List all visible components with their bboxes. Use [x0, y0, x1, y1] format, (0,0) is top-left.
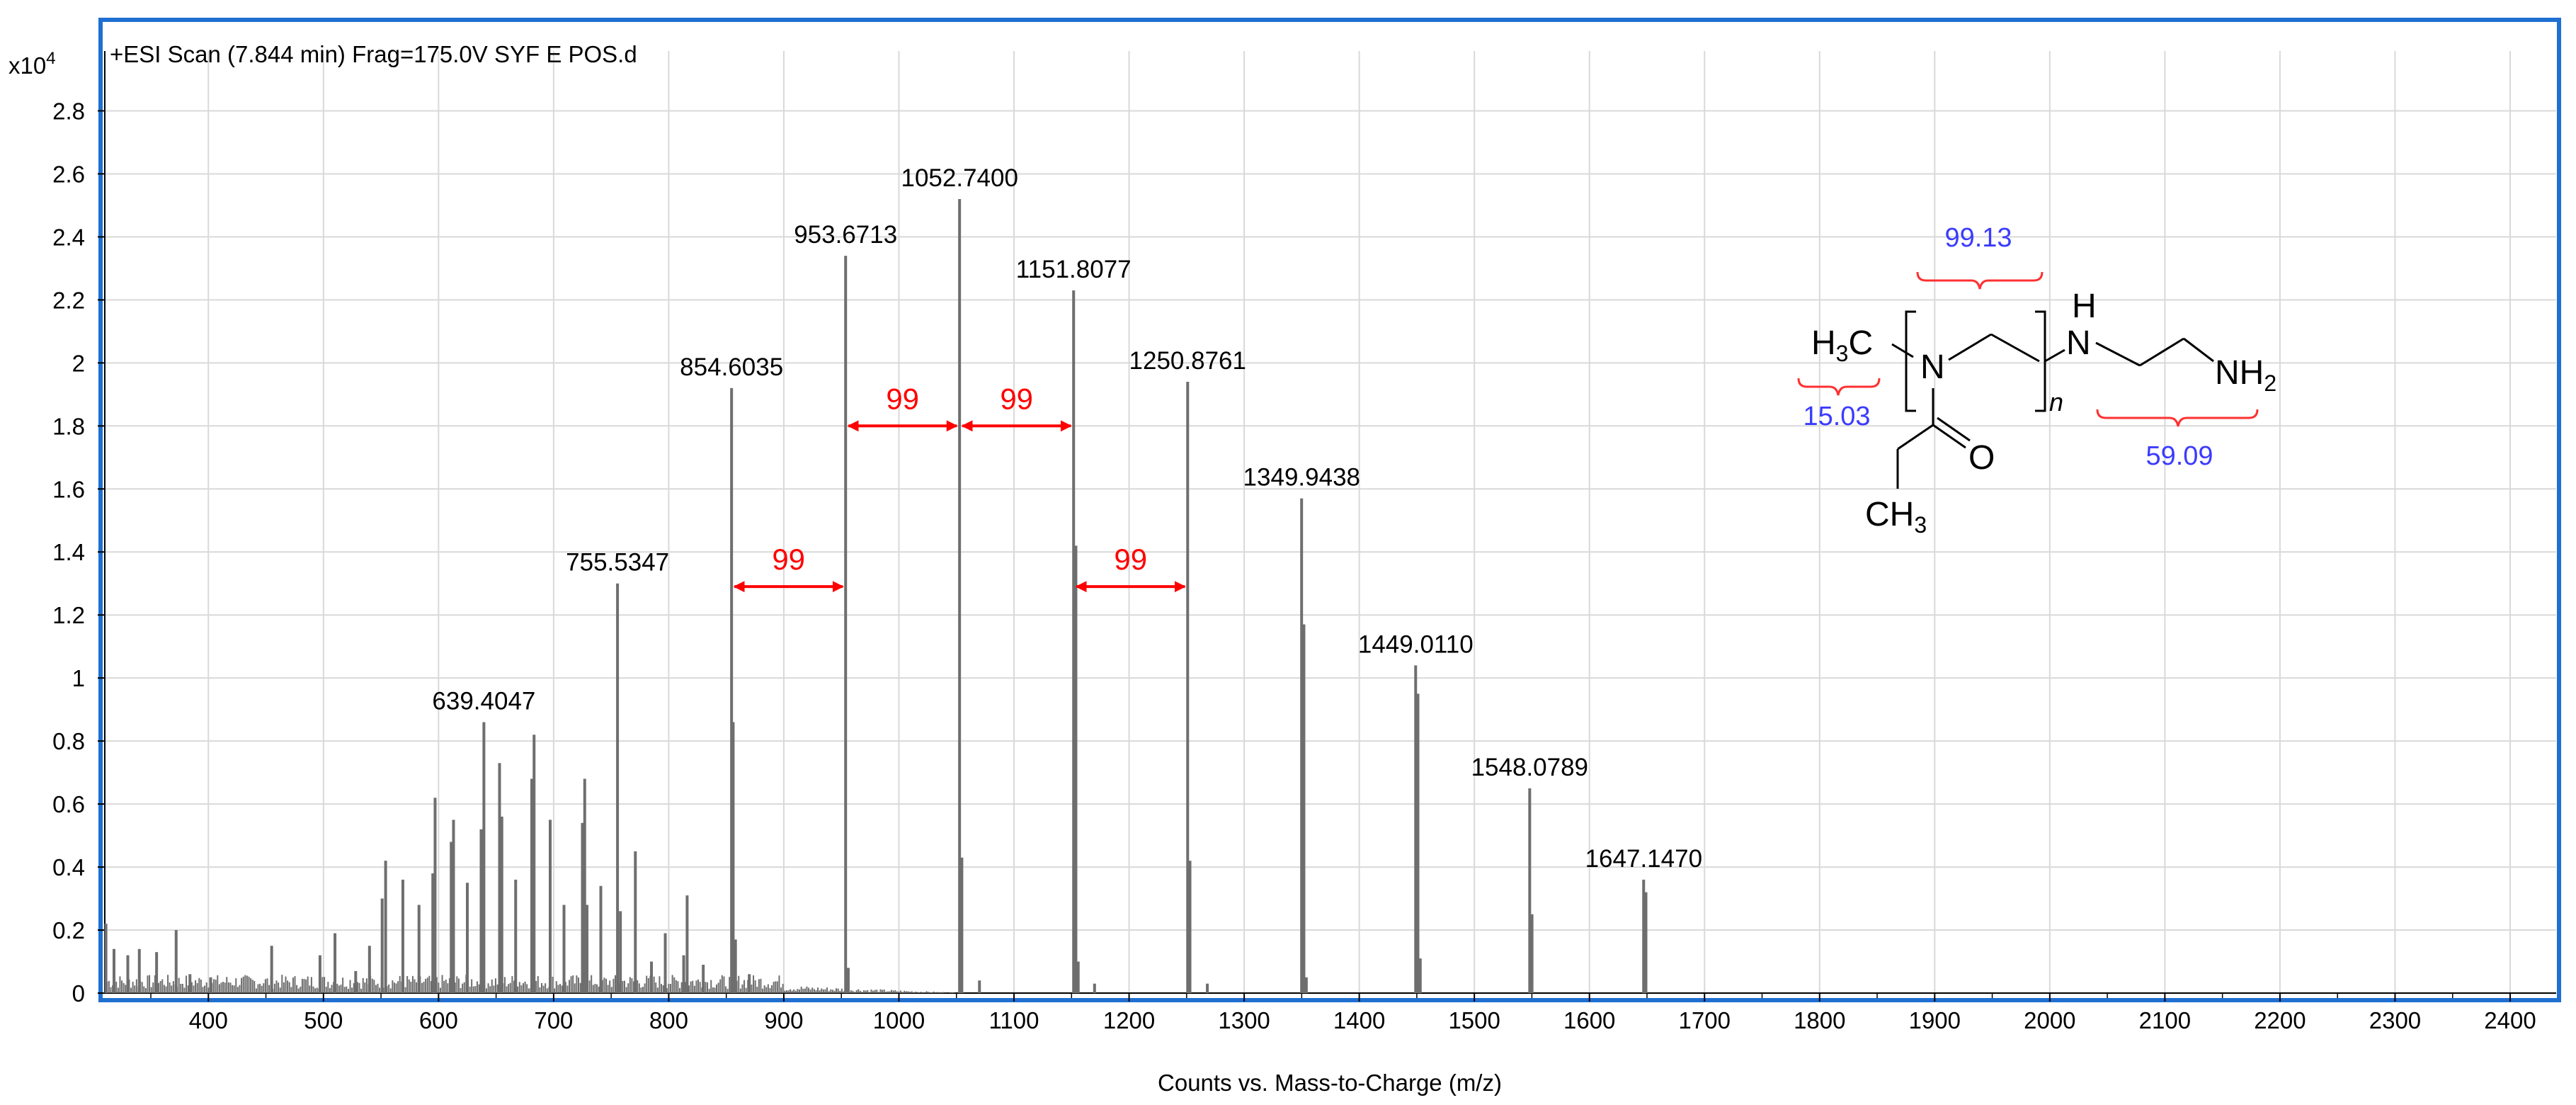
peak-label: 854.6035 — [680, 353, 783, 381]
structure-o: O — [1968, 439, 1995, 477]
peak-label: 1548.0789 — [1471, 754, 1588, 781]
x-tick-label: 400 — [189, 1007, 228, 1033]
difference-arrows: 99 99 99 99 — [733, 382, 1186, 593]
peak-label: 1151.8077 — [1016, 256, 1132, 283]
brace-repeat — [1916, 271, 2044, 290]
x-tick-label: 2100 — [2139, 1007, 2191, 1033]
x-tick-label: 700 — [534, 1007, 573, 1033]
y-tick-label: 0.6 — [52, 791, 85, 817]
y-tick-label: 0 — [72, 980, 85, 1007]
bond-nh-ch2 — [2095, 341, 2141, 367]
y-tick-label: 1.6 — [52, 476, 85, 502]
x-tick-label: 2400 — [2484, 1007, 2536, 1033]
peak-label: 755.5347 — [566, 549, 669, 577]
mass-end2-label: 59.09 — [2145, 441, 2213, 471]
bond-carbonyl-o2 — [1937, 416, 1971, 442]
peak-labels: 639.4047 755.5347 854.6035 953.6713 1052.740… — [432, 164, 1702, 873]
difference-label: 99 — [1114, 543, 1147, 576]
y-tick-label: 1.4 — [52, 539, 85, 565]
bond-carbonyl-ch2 — [1897, 424, 1934, 450]
bond-to-nh2 — [2183, 337, 2214, 363]
y-tick-label: 0.4 — [52, 854, 85, 880]
repeat-n: n — [2049, 387, 2063, 416]
x-tick-label: 1100 — [989, 1007, 1039, 1033]
y-axis: 0 0.2 0.4 0.6 0.8 1 1.2 1.4 1.6 1.8 2 2.2 2.4 2.6 2.8 — [52, 51, 106, 1007]
x-tick-label: 2000 — [2024, 1007, 2075, 1033]
x-tick-label: 1200 — [1103, 1007, 1155, 1033]
bond-ch2-ch2-2 — [2139, 337, 2184, 367]
x-tick-label: 1900 — [1909, 1007, 1961, 1033]
x-tick-label: 2300 — [2369, 1007, 2421, 1033]
x-tick-label: 500 — [304, 1007, 343, 1033]
x-tick-label: 800 — [649, 1007, 688, 1033]
x-tick-label: 1700 — [1679, 1007, 1731, 1033]
mass-repeat-label: 99.13 — [1944, 223, 2012, 253]
chart-frame — [98, 18, 2561, 1002]
x-tick-label: 1400 — [1333, 1007, 1385, 1033]
peak-label: 1052.7400 — [901, 164, 1018, 192]
peak-label: 1647.1470 — [1585, 845, 1702, 873]
bond-to-nh — [2044, 348, 2065, 363]
bond-ch2-ch2 — [1990, 333, 2040, 363]
y-tick-label: 2.8 — [52, 98, 85, 124]
x-tick-label: 2200 — [2254, 1007, 2306, 1033]
structure-h: H — [2072, 288, 2097, 325]
y-multiplier: x104 — [8, 49, 56, 79]
x-tick-label: 900 — [764, 1007, 803, 1033]
peak-label: 1349.9438 — [1243, 464, 1360, 492]
spectrum-peaks — [104, 199, 1648, 993]
peak-label: 953.6713 — [794, 221, 897, 249]
x-tick-label: 1800 — [1794, 1007, 1845, 1033]
x-tick-label: 1000 — [873, 1007, 925, 1033]
y-tick-label: 1.8 — [52, 413, 85, 439]
structure-n2: N — [2066, 324, 2091, 362]
bond-n-ch2 — [1948, 333, 1992, 361]
y-tick-label: 0.8 — [52, 728, 85, 754]
peak-label: 639.4047 — [432, 687, 535, 715]
x-axis: 400 500 600 700 800 900 1000 1100 1200 1300 1400 15… — [105, 992, 2556, 1033]
x-axis-label: Counts vs. Mass-to-Charge (m/z) — [1158, 1070, 1502, 1096]
y-tick-label: 2.6 — [52, 161, 85, 187]
bond-c-n — [1891, 343, 1914, 358]
y-tick-label: 0.2 — [52, 917, 85, 944]
y-tick-label: 2.2 — [52, 287, 85, 313]
x-tick-label: 1600 — [1563, 1007, 1615, 1033]
y-tick-label: 1.2 — [52, 602, 85, 628]
chart-title: +ESI Scan (7.844 min) Frag=175.0V SYF E … — [110, 41, 637, 67]
bracket-left — [1905, 310, 1916, 412]
x-tick-label: 1500 — [1448, 1007, 1500, 1033]
y-multiplier-exponent: 4 — [46, 49, 55, 68]
structure-n: N — [1920, 348, 1945, 386]
bond-carbonyl-o1 — [1932, 424, 1966, 449]
y-tick-label: 2.4 — [52, 224, 85, 250]
difference-label: 99 — [772, 543, 805, 576]
peak-label: 1250.8761 — [1129, 347, 1246, 375]
y-tick-label: 2 — [72, 350, 85, 376]
x-tick-label: 1300 — [1218, 1007, 1270, 1033]
mass-end1-label: 15.03 — [1803, 402, 1870, 431]
x-tick-label: 600 — [419, 1007, 458, 1033]
brace-end1 — [1797, 378, 1881, 396]
y-tick-label: 1 — [72, 665, 85, 691]
brace-end2 — [2096, 409, 2259, 427]
difference-label: 99 — [1000, 382, 1033, 415]
difference-label: 99 — [886, 382, 919, 415]
peak-label: 1449.0110 — [1358, 630, 1474, 658]
